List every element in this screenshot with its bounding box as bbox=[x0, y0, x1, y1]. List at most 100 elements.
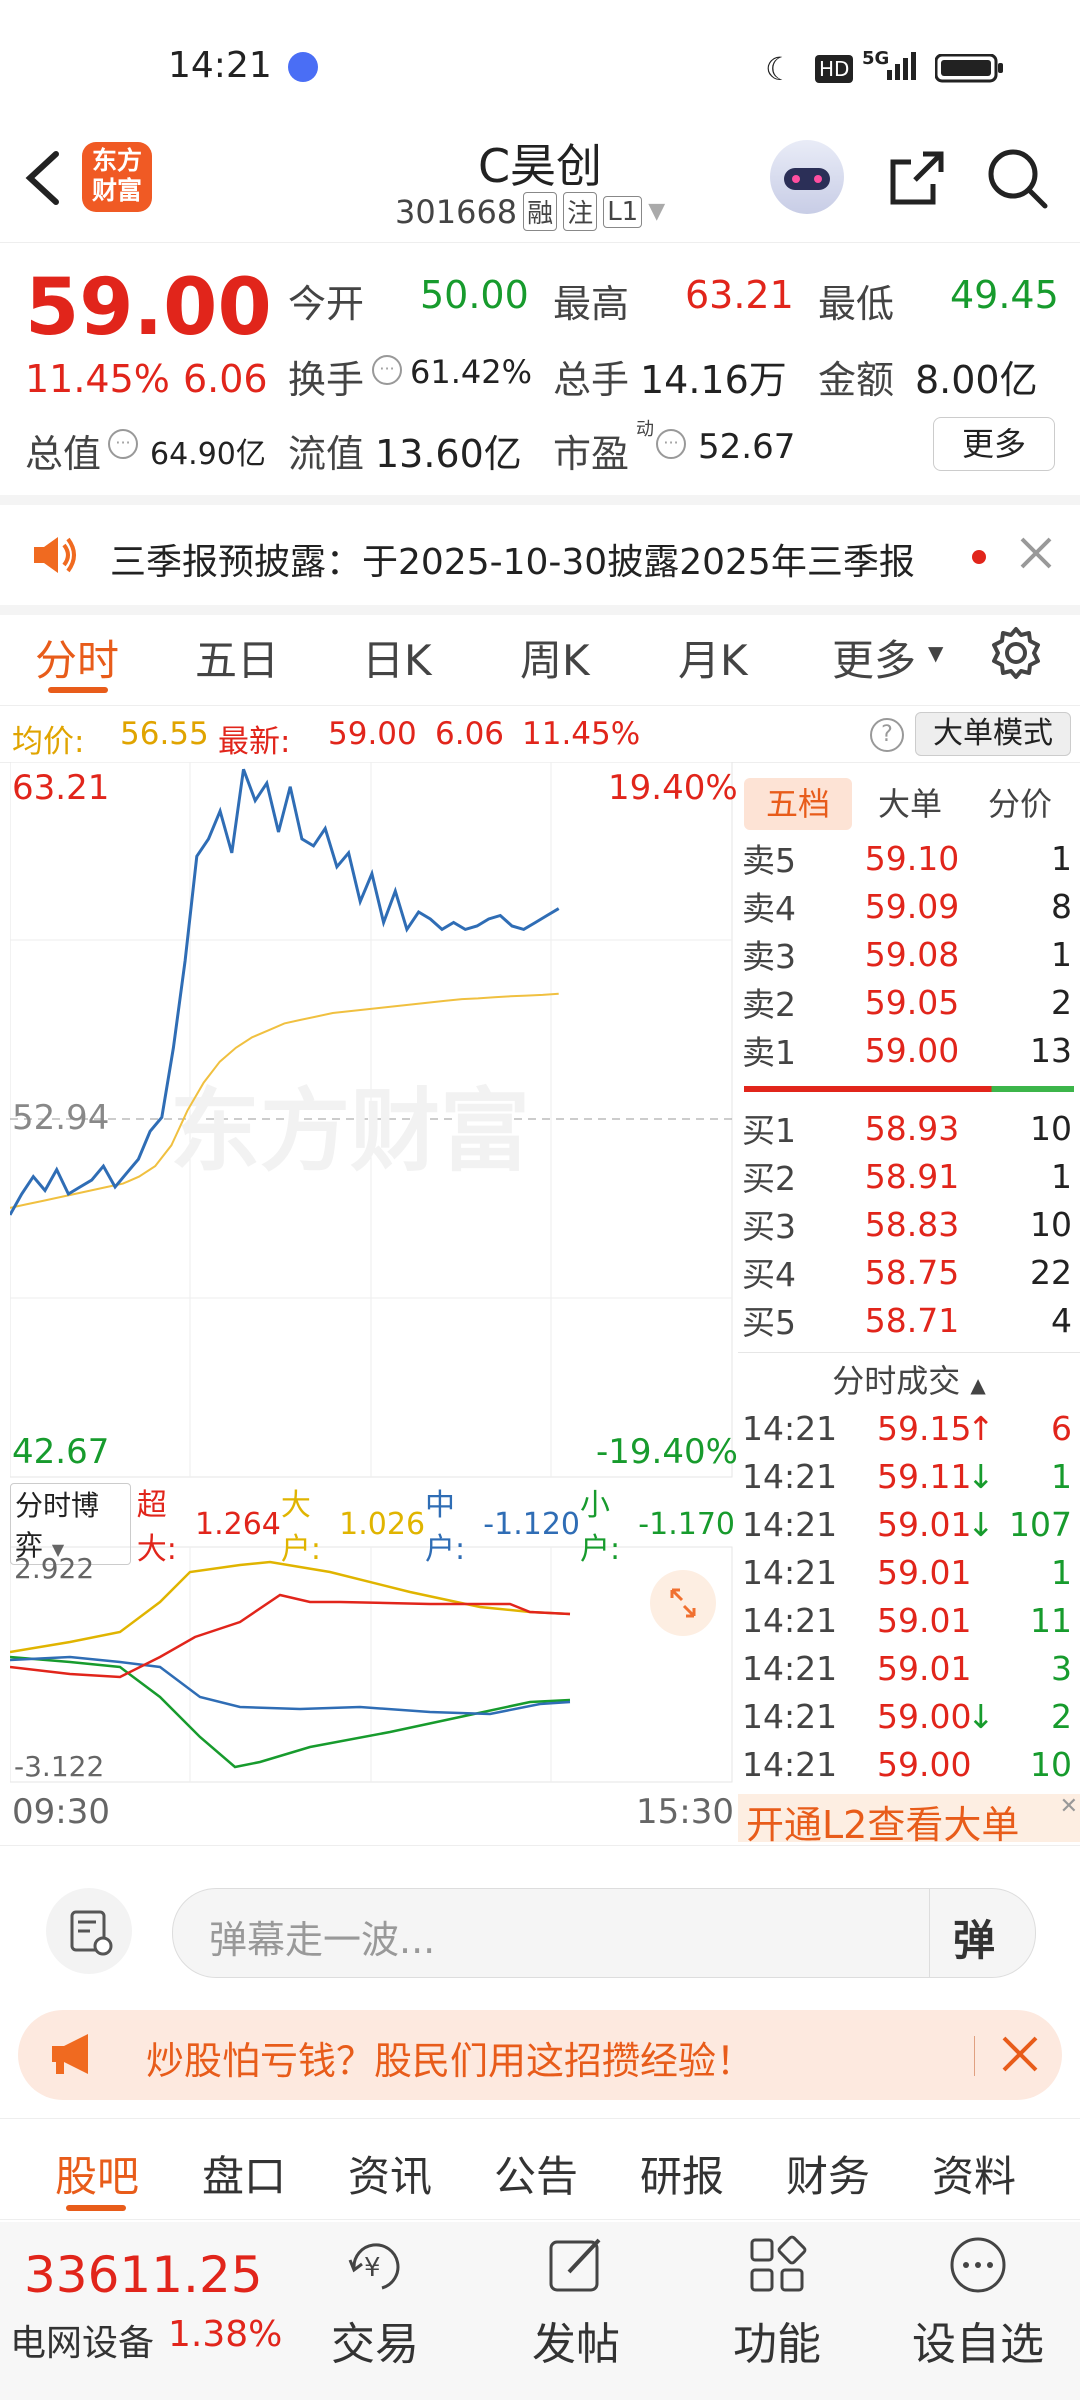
tick-time: 14:21 bbox=[742, 1696, 838, 1736]
danmu-input[interactable]: 弹幕走一波... 弹 bbox=[172, 1888, 1036, 1978]
danmu-separator bbox=[929, 1889, 930, 1977]
comment-row: 弹幕走一波... 弹 bbox=[0, 1845, 1080, 2006]
tick-row: 14:21 59.01 ↓ 107 bbox=[742, 1500, 1072, 1548]
ticks-divider bbox=[738, 1352, 1080, 1353]
bid-row: 买5 58.71 4 bbox=[742, 1296, 1072, 1344]
close-icon[interactable] bbox=[1000, 2034, 1040, 2078]
info-icon[interactable]: ··· bbox=[656, 429, 686, 459]
big-order-mode-button[interactable]: 大单模式 bbox=[915, 712, 1071, 756]
tick-volume: 6 bbox=[1051, 1408, 1072, 1448]
notice-bar[interactable]: 三季报预披露：于2025-10-30披露2025年三季报 bbox=[0, 495, 1080, 615]
book-tab-five-level[interactable]: 五档 bbox=[744, 778, 852, 830]
promo-banner[interactable]: 炒股怕亏钱？股民们用这招攒经验！ bbox=[18, 2010, 1062, 2100]
bid-price: 58.75 bbox=[864, 1252, 960, 1292]
status-bar: 14:21 ☾ HD 5G bbox=[0, 0, 1080, 130]
function-button[interactable]: 功能 bbox=[697, 2232, 857, 2372]
ask-price: 59.09 bbox=[864, 886, 960, 926]
danmu-placeholder: 弹幕走一波... bbox=[209, 1918, 436, 1962]
search-icon[interactable] bbox=[985, 146, 1051, 216]
add-watchlist-button[interactable]: 设自选 bbox=[898, 2232, 1058, 2372]
intraday-chart[interactable]: 东方财富 63.21 52.94 42.67 19.40% -19.40% 分时… bbox=[8, 761, 738, 1842]
tick-time: 14:21 bbox=[742, 1744, 838, 1784]
bid-label: 买3 bbox=[742, 1207, 796, 1246]
subtab-announcement[interactable]: 公告 bbox=[494, 2152, 579, 2201]
close-icon[interactable]: ✕ bbox=[1059, 1794, 1078, 1819]
last-change: 6.06 bbox=[435, 716, 505, 752]
book-tab-big-order[interactable]: 大单 bbox=[878, 785, 943, 823]
subtab-finance[interactable]: 财务 bbox=[786, 2152, 871, 2201]
baidu-icon bbox=[288, 52, 318, 82]
tick-volume: 11 bbox=[1030, 1600, 1072, 1640]
note-settings-icon[interactable] bbox=[46, 1888, 132, 1974]
stock-code-row: 301668 融 注 L1 ▼ bbox=[395, 192, 665, 231]
subtab-forum[interactable]: 股吧 bbox=[55, 2152, 140, 2201]
tick-volume: 2 bbox=[1051, 1696, 1072, 1736]
tab-intraday[interactable]: 分时 bbox=[35, 636, 120, 685]
bid-volume: 1 bbox=[1051, 1156, 1072, 1196]
app-logo[interactable]: 东方 财富 bbox=[82, 142, 152, 212]
tick-price: 59.01 bbox=[877, 1600, 972, 1640]
tick-time: 14:21 bbox=[742, 1408, 838, 1448]
chart-watermark: 东方财富 bbox=[170, 1079, 530, 1184]
megaphone-icon bbox=[48, 2030, 100, 2082]
share-icon[interactable] bbox=[885, 146, 949, 214]
caret-up-icon: ▲ bbox=[970, 1373, 986, 1397]
tick-arrow-icon: ↓ bbox=[967, 1504, 995, 1544]
robot-assistant-icon[interactable] bbox=[770, 140, 844, 214]
subtab-profile[interactable]: 资料 bbox=[932, 2152, 1017, 2201]
tick-arrow-icon: ↓ bbox=[967, 1456, 995, 1496]
tab-week-k[interactable]: 周K bbox=[520, 636, 590, 685]
sector-index[interactable]: 33611.25 电网设备 1.38% bbox=[0, 2222, 300, 2400]
gear-icon[interactable] bbox=[988, 625, 1044, 685]
trade-label: 交易 bbox=[331, 2319, 419, 2370]
tick-time: 14:21 bbox=[742, 1456, 838, 1496]
info-icon[interactable]: ··· bbox=[372, 355, 402, 385]
trade-button[interactable]: ¥ 交易 bbox=[295, 2232, 455, 2372]
tick-arrow-icon: ↑ bbox=[967, 1408, 995, 1448]
expand-icon[interactable] bbox=[650, 1570, 716, 1636]
caret-down-icon[interactable]: ▼ bbox=[648, 199, 666, 224]
tick-price: 59.00 bbox=[877, 1744, 972, 1784]
moon-icon: ☾ bbox=[765, 50, 794, 88]
danmu-toggle-icon[interactable]: 弹 bbox=[953, 1907, 995, 1968]
back-icon[interactable] bbox=[22, 148, 62, 212]
avg-price-line bbox=[9, 992, 559, 1209]
close-icon[interactable] bbox=[1018, 535, 1054, 575]
subtab-active-indicator bbox=[66, 2205, 126, 2211]
ticks-header[interactable]: 分时成交 ▲ bbox=[738, 1356, 1080, 1402]
subtab-research[interactable]: 研报 bbox=[640, 2152, 725, 2201]
last-label: 最新: bbox=[218, 724, 291, 760]
more-button[interactable]: 更多 bbox=[933, 417, 1055, 471]
tick-row: 14:21 59.00 10 bbox=[742, 1740, 1072, 1788]
subtab-handicap[interactable]: 盘口 bbox=[202, 2152, 287, 2201]
tick-row: 14:21 59.01 1 bbox=[742, 1548, 1072, 1596]
bid-label: 买1 bbox=[742, 1111, 796, 1150]
ask-row: 卖5 59.10 1 bbox=[742, 834, 1072, 882]
tab-five-day[interactable]: 五日 bbox=[195, 636, 280, 685]
tag-l1: L1 bbox=[603, 195, 643, 228]
tick-row: 14:21 59.01 3 bbox=[742, 1644, 1072, 1692]
subtab-news[interactable]: 资讯 bbox=[348, 2152, 433, 2201]
l2-banner[interactable]: 开通L2查看大单 ✕ bbox=[738, 1794, 1080, 1847]
tab-month-k[interactable]: 月K bbox=[678, 636, 748, 685]
book-tab-price-dist[interactable]: 分价 bbox=[988, 785, 1053, 823]
open-label: 今开 bbox=[288, 282, 365, 326]
flow-selector-dropdown[interactable]: 分时博弈 ▼ bbox=[10, 1483, 131, 1565]
last-price: 59.00 bbox=[25, 263, 272, 353]
bid-label: 买5 bbox=[742, 1303, 796, 1342]
index-pct: 1.38% bbox=[168, 2314, 283, 2355]
content-tabs: 股吧 盘口 资讯 公告 研报 财务 资料 bbox=[0, 2118, 1080, 2220]
battery-icon bbox=[934, 53, 1005, 88]
help-icon[interactable]: ? bbox=[870, 718, 904, 752]
post-button[interactable]: 发帖 bbox=[496, 2232, 656, 2372]
turnover-label: 换手 bbox=[288, 358, 365, 402]
tab-more[interactable]: 更多 bbox=[832, 636, 917, 685]
info-icon[interactable]: ··· bbox=[108, 429, 138, 459]
tick-volume: 1 bbox=[1051, 1552, 1072, 1592]
tab-day-k[interactable]: 日K bbox=[362, 636, 432, 685]
tick-price: 59.01 bbox=[877, 1648, 972, 1688]
l2-banner-text: 开通L2查看大单 bbox=[746, 1803, 1020, 1847]
float-label: 流值 bbox=[288, 432, 365, 476]
ask-volume: 13 bbox=[1030, 1030, 1072, 1070]
ask-label: 卖2 bbox=[742, 985, 796, 1024]
